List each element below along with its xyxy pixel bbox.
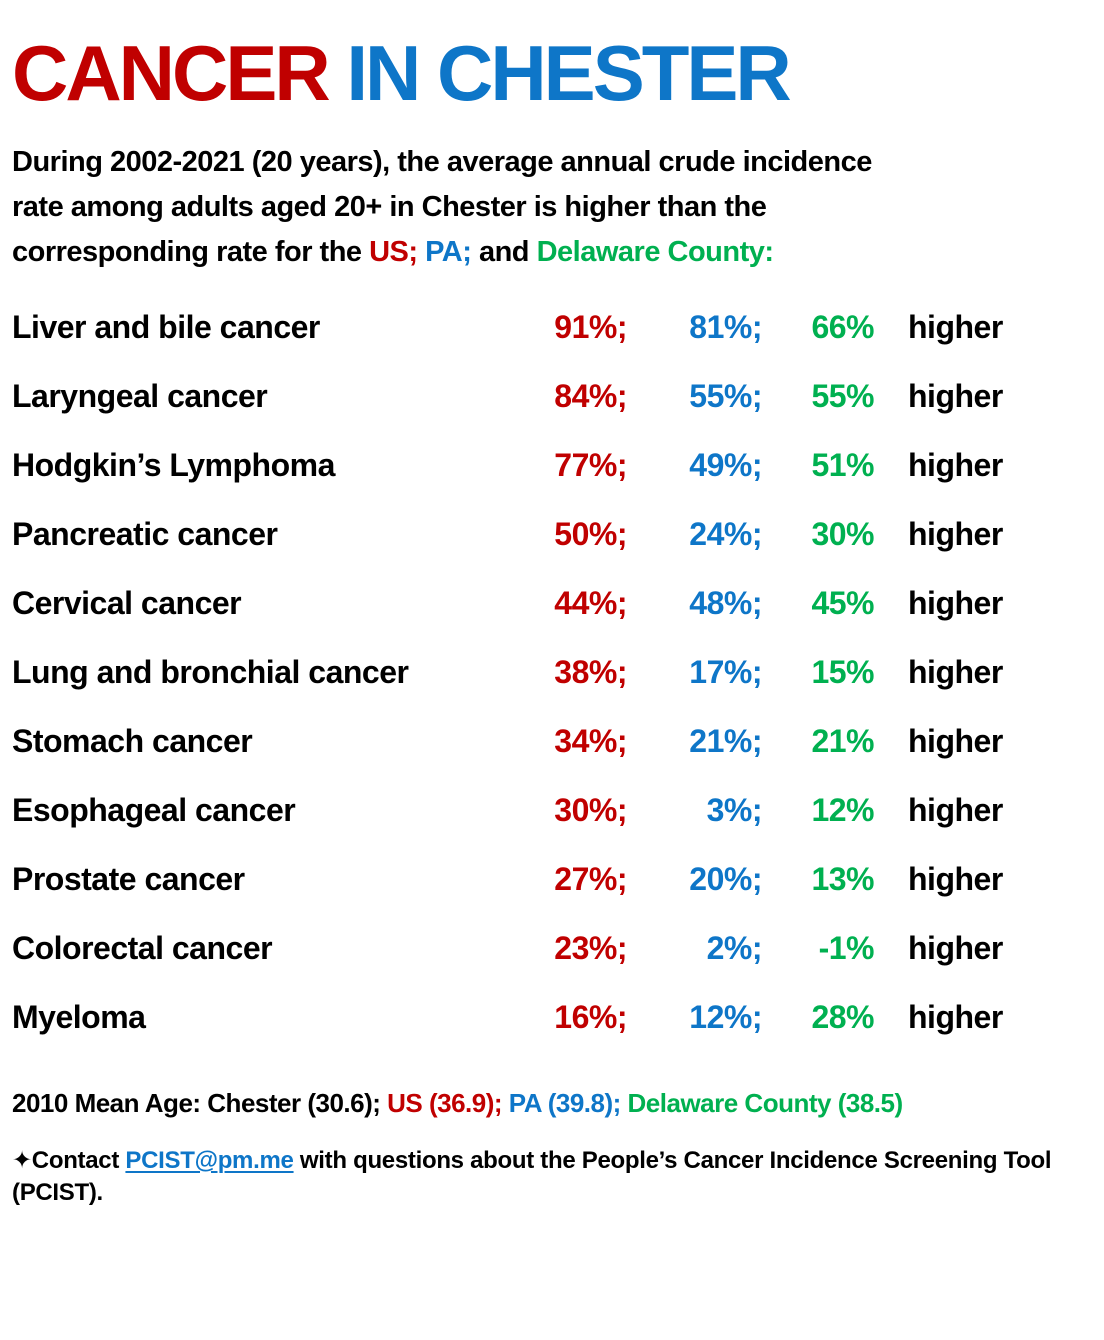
delco-value: 13% <box>811 860 874 897</box>
us-value: 50%; <box>554 515 627 552</box>
us-value: 77%; <box>554 446 627 483</box>
delco-value: 66% <box>811 308 874 345</box>
us-value: 30%; <box>554 791 627 828</box>
cancer-name: Pancreatic cancer <box>12 515 278 552</box>
pa-value: 12%; <box>689 998 762 1035</box>
delco-value: 55% <box>811 377 874 414</box>
pa-value: 17%; <box>689 653 762 690</box>
mean-age-delaware-county: Delaware County (38.5) <box>627 1087 904 1118</box>
delco-value: -1% <box>818 929 875 966</box>
us-value: 38%; <box>554 653 627 690</box>
delco-value: 15% <box>811 653 874 690</box>
title-cancer: CANCER <box>12 29 347 117</box>
contact-email-link[interactable]: PCIST@pm.me <box>125 1146 294 1174</box>
higher-label: higher <box>908 308 1003 345</box>
pa-value: 20%; <box>689 860 762 897</box>
intro-line2: rate among adults aged 20+ in Chester is… <box>12 190 767 223</box>
comparison-table: Liver and bile cancer 91%; 81%; 66% high… <box>12 293 1084 1052</box>
table-row: Hodgkin’s Lymphoma 77%; 49%; 51% higher <box>12 431 1084 500</box>
higher-label: higher <box>908 722 1003 759</box>
cancer-name: Liver and bile cancer <box>12 308 320 345</box>
higher-label: higher <box>908 998 1003 1035</box>
pa-value: 24%; <box>689 515 762 552</box>
us-value: 16%; <box>554 998 627 1035</box>
cancer-name: Lung and bronchial cancer <box>12 653 409 690</box>
cancer-name: Cervical cancer <box>12 584 242 621</box>
us-value: 44%; <box>554 584 627 621</box>
cancer-name: Myeloma <box>12 998 146 1035</box>
delco-value: 21% <box>811 722 874 759</box>
table-row: Laryngeal cancer 84%; 55%; 55% higher <box>12 362 1084 431</box>
pa-value: 3%; <box>706 791 763 828</box>
higher-label: higher <box>908 584 1003 621</box>
higher-label: higher <box>908 377 1003 414</box>
contact-pre: ✦Contact <box>12 1146 126 1174</box>
mean-age-chester: 2010 Mean Age: Chester (30.6); <box>12 1087 388 1118</box>
table-row: Cervical cancer 44%; 48%; 45% higher <box>12 569 1084 638</box>
delco-value: 51% <box>811 446 874 483</box>
higher-label: higher <box>908 653 1003 690</box>
us-value: 34%; <box>554 722 627 759</box>
higher-label: higher <box>908 446 1003 483</box>
contact-post: with questions about the People’s Cancer… <box>12 1146 1052 1207</box>
table-row: Myeloma 16%; 12%; 28% higher <box>12 983 1084 1052</box>
table-row: Prostate cancer 27%; 20%; 13% higher <box>12 845 1084 914</box>
intro-pa: PA; <box>425 235 479 268</box>
table-row: Colorectal cancer 23%; 2%; -1% higher <box>12 914 1084 983</box>
delco-value: 45% <box>811 584 874 621</box>
table-row: Esophageal cancer 30%; 3%; 12% higher <box>12 776 1084 845</box>
title-in-chester: IN CHESTER <box>346 29 791 117</box>
table-row: Liver and bile cancer 91%; 81%; 66% high… <box>12 293 1084 362</box>
table-row: Stomach cancer 34%; 21%; 21% higher <box>12 707 1084 776</box>
cancer-name: Stomach cancer <box>12 722 253 759</box>
us-value: 91%; <box>554 308 627 345</box>
pa-value: 49%; <box>689 446 762 483</box>
page-title: CANCER IN CHESTER <box>12 34 1084 112</box>
cancer-name: Hodgkin’s Lymphoma <box>12 446 335 483</box>
higher-label: higher <box>908 860 1003 897</box>
delco-value: 28% <box>811 998 874 1035</box>
contact-note: ✦Contact PCIST@pm.me with questions abou… <box>12 1145 1076 1210</box>
intro-and: and <box>478 235 537 268</box>
mean-age-line: 2010 Mean Age: Chester (30.6); US (36.9)… <box>12 1088 1084 1119</box>
mean-age-us: US (36.9); <box>387 1087 509 1118</box>
pa-value: 2%; <box>706 929 763 966</box>
us-value: 27%; <box>554 860 627 897</box>
cancer-name: Colorectal cancer <box>12 929 273 966</box>
intro-delaware-county: Delaware County: <box>536 235 774 268</box>
higher-label: higher <box>908 929 1003 966</box>
pa-value: 55%; <box>689 377 762 414</box>
delco-value: 12% <box>811 791 874 828</box>
pa-value: 48%; <box>689 584 762 621</box>
mean-age-pa: PA (39.8); <box>508 1087 628 1118</box>
us-value: 23%; <box>554 929 627 966</box>
intro-line3-pre: corresponding rate for the <box>12 235 370 268</box>
cancer-name: Laryngeal cancer <box>12 377 268 414</box>
intro-us: US; <box>369 235 426 268</box>
pa-value: 21%; <box>689 722 762 759</box>
table-row: Lung and bronchial cancer 38%; 17%; 15% … <box>12 638 1084 707</box>
cancer-name: Prostate cancer <box>12 860 245 897</box>
delco-value: 30% <box>811 515 874 552</box>
intro-line1: During 2002-2021 (20 years), the average… <box>12 146 872 178</box>
pa-value: 81%; <box>689 308 762 345</box>
table-row: Pancreatic cancer 50%; 24%; 30% higher <box>12 500 1084 569</box>
higher-label: higher <box>908 791 1003 828</box>
us-value: 84%; <box>554 377 627 414</box>
higher-label: higher <box>908 515 1003 552</box>
cancer-name: Esophageal cancer <box>12 791 296 828</box>
intro-paragraph: During 2002-2021 (20 years), the average… <box>12 140 1084 275</box>
